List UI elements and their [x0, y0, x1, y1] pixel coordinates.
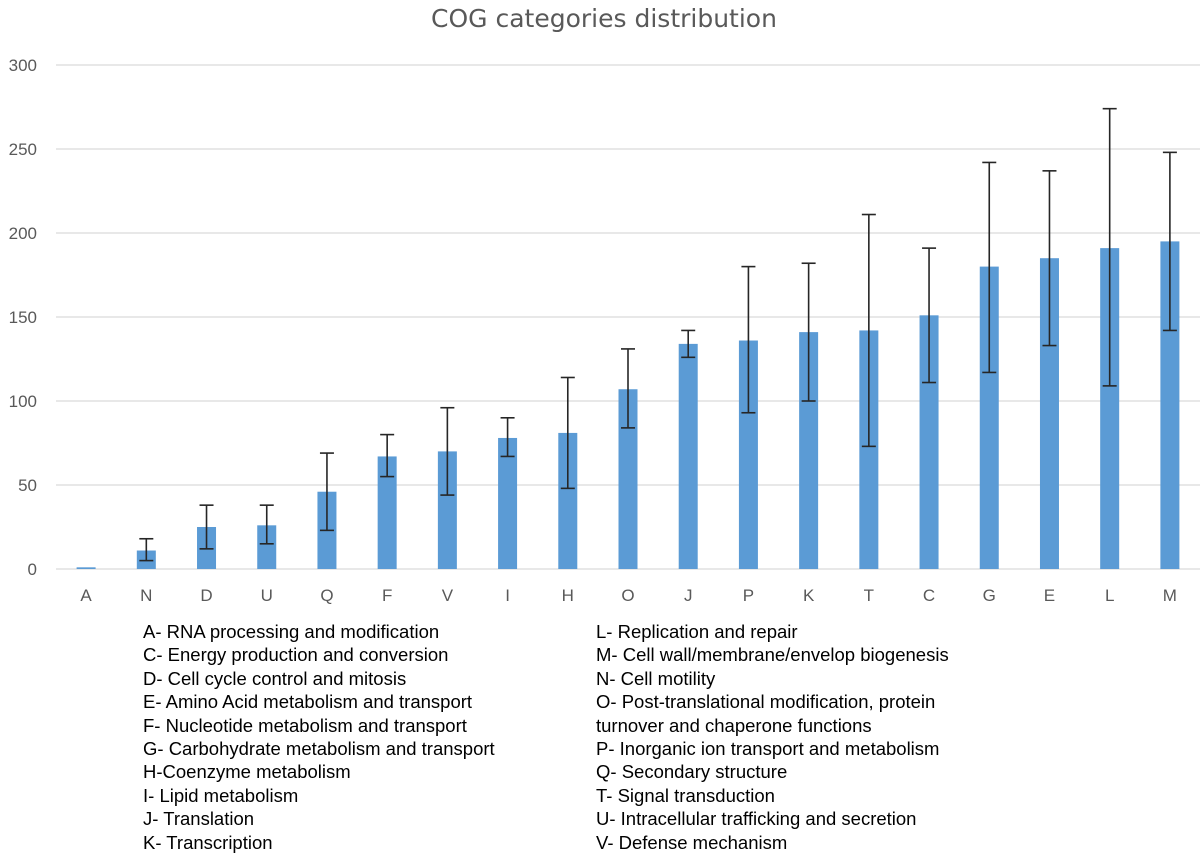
legend-item: P- Inorganic ion transport and metabolis…	[596, 738, 940, 760]
error-bar-D	[199, 504, 214, 550]
y-tick-label: 150	[9, 308, 37, 327]
y-tick-label: 200	[9, 224, 37, 243]
legend-item: turnover and chaperone functions	[596, 714, 872, 736]
x-tick-label: G	[983, 586, 996, 605]
y-tick-label: 250	[9, 140, 37, 159]
error-bars	[139, 107, 1177, 562]
error-bar-E	[1042, 170, 1057, 347]
x-tick-label: P	[743, 586, 754, 605]
x-tick-label: O	[621, 586, 634, 605]
error-bar-P	[741, 265, 756, 414]
error-bar-H	[560, 376, 575, 490]
legend-item: O- Post-translational modification, prot…	[596, 691, 936, 713]
x-tick-label: D	[200, 586, 212, 605]
legend-item: I- Lipid metabolism	[143, 784, 299, 806]
error-bar-T	[861, 213, 876, 448]
legend-item: K- Transcription	[143, 831, 273, 853]
legend-item: V- Defense mechanism	[596, 831, 788, 853]
legend-left-column: A- RNA processing and modification C- Ene…	[143, 620, 495, 854]
legend-item: Q- Secondary structure	[596, 761, 788, 783]
error-bar-L	[1102, 107, 1117, 387]
x-tick-label: L	[1105, 586, 1114, 605]
x-tick-label: N	[140, 586, 152, 605]
bar-V	[437, 451, 457, 569]
bar-M	[1160, 241, 1180, 569]
legend-item: A- RNA processing and modification	[143, 621, 440, 642]
x-tick-label: E	[1044, 586, 1055, 605]
y-axis-ticks: 0 50 100 150 200 250 300	[9, 56, 37, 579]
bar-A	[76, 567, 96, 569]
error-bar-F	[380, 433, 395, 478]
error-bar-U	[259, 504, 274, 545]
y-tick-label: 50	[18, 476, 37, 495]
legend-item: U- Intracellular trafficking and secreti…	[596, 808, 917, 830]
bar-H	[558, 432, 578, 569]
error-bar-Q	[319, 452, 334, 532]
legend-item: D- Cell cycle control and mitosis	[143, 667, 407, 689]
bar-O	[618, 389, 638, 569]
bar-T	[859, 330, 879, 569]
x-tick-label: C	[923, 586, 935, 605]
error-bar-N	[139, 537, 154, 562]
bars	[76, 241, 1180, 569]
bar-G	[979, 266, 999, 569]
bar-F	[377, 456, 397, 569]
legend-right-column: L- Replication and repair M- Cell wall/me…	[596, 620, 949, 854]
x-tick-label: I	[505, 586, 510, 605]
legend-item: L- Replication and repair	[596, 621, 798, 642]
x-tick-label: V	[442, 586, 454, 605]
x-tick-label: M	[1163, 586, 1177, 605]
bar-C	[919, 315, 939, 569]
chart-title: COG categories distribution	[431, 4, 777, 33]
x-tick-label: F	[382, 586, 392, 605]
y-tick-label: 0	[28, 560, 37, 579]
error-bar-M	[1162, 151, 1177, 332]
legend-item: N- Cell motility	[596, 667, 716, 689]
error-bar-K	[801, 262, 816, 402]
x-tick-label: T	[864, 586, 874, 605]
error-bar-I	[500, 416, 515, 458]
bar-E	[1039, 258, 1059, 569]
y-tick-label: 100	[9, 392, 37, 411]
bar-K	[799, 332, 819, 569]
legend-item: G- Carbohydrate metabolism and transport	[143, 738, 495, 760]
bar-J	[678, 343, 698, 569]
error-bar-C	[922, 247, 937, 384]
legend-item: C- Energy production and conversion	[143, 644, 449, 666]
legend-item: J- Translation	[143, 808, 255, 830]
x-tick-label: Q	[320, 586, 333, 605]
x-tick-label: H	[562, 586, 574, 605]
bar-L	[1100, 248, 1120, 569]
x-tick-label: K	[803, 586, 815, 605]
error-bar-J	[681, 329, 696, 359]
error-bar-V	[440, 406, 455, 496]
error-bar-G	[982, 161, 997, 374]
x-tick-label: U	[261, 586, 273, 605]
bar-U	[257, 525, 277, 569]
legend-item: E- Amino Acid metabolism and transport	[143, 691, 473, 713]
legend-item: T- Signal transduction	[596, 784, 775, 806]
bar-I	[498, 437, 518, 569]
y-tick-label: 300	[9, 56, 37, 75]
legend-item: H-Coenzyme metabolism	[143, 761, 351, 783]
legend-item: M- Cell wall/membrane/envelop biogenesis	[596, 644, 949, 666]
x-tick-label: A	[80, 586, 92, 605]
bar-P	[738, 340, 758, 569]
error-bar-O	[621, 348, 635, 429]
x-tick-label: J	[684, 586, 693, 605]
legend-item: F- Nucleotide metabolism and transport	[143, 714, 467, 736]
